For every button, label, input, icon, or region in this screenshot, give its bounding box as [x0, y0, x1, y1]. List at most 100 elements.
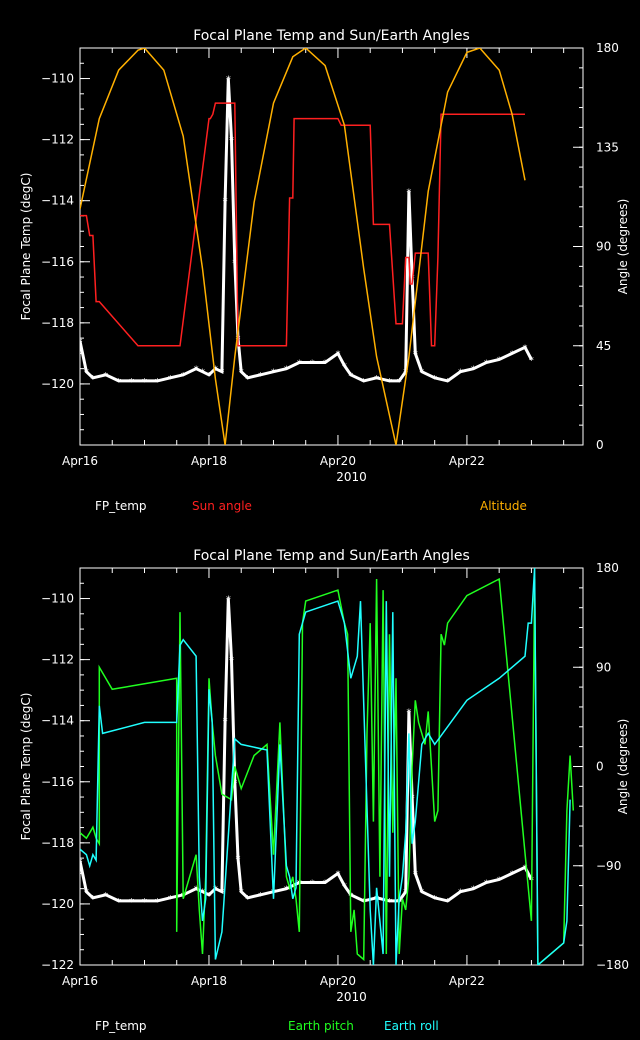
chart-panel-top: Focal Plane Temp and Sun/Earth Angles Apr… — [19, 28, 630, 513]
fp-temp-point: * — [458, 368, 463, 379]
fp-temp-point: * — [232, 258, 237, 269]
fp-temp-point: * — [245, 374, 250, 385]
fp-temp-point: * — [90, 374, 95, 385]
fp-temp-point: * — [84, 368, 89, 379]
y2-tick-label: 45 — [596, 339, 611, 353]
y-tick-label: −112 — [41, 653, 74, 667]
x-axis-title: 2010 — [336, 990, 367, 1004]
fp-temp-point: * — [397, 377, 402, 388]
fp-temp-point: * — [142, 377, 147, 388]
x-tick-label: Apr22 — [449, 974, 485, 988]
fp-temp-point: * — [239, 368, 244, 379]
fp-temp-point: * — [387, 377, 392, 388]
fp-temp-point: * — [497, 355, 502, 366]
legend-item-fp-temp: FP_temp — [95, 499, 147, 513]
fp-temp-point: * — [258, 371, 263, 382]
chart-title: Focal Plane Temp and Sun/Earth Angles — [193, 548, 470, 564]
fp-temp-point: * — [116, 897, 121, 908]
fp-temp-point: * — [239, 888, 244, 899]
fp-temp-point: * — [403, 888, 408, 899]
fp-temp-point: * — [229, 656, 234, 667]
fp-temp-point: * — [310, 879, 315, 890]
x-tick-label: Apr18 — [191, 454, 227, 468]
y-tick-label: −114 — [41, 714, 74, 728]
fp-temp-point: * — [129, 897, 134, 908]
y2-tick-label: 90 — [596, 660, 611, 674]
series-earth-pitch — [80, 577, 575, 965]
fp-temp-point: * — [284, 885, 289, 896]
series-altitude — [80, 48, 526, 445]
x-tick-label: Apr16 — [62, 454, 98, 468]
fp-temp-point: * — [445, 897, 450, 908]
fp-temp-point: * — [432, 374, 437, 385]
fp-temp-point: * — [335, 349, 340, 360]
fp-temp-point: * — [271, 368, 276, 379]
fp-temp-point: * — [206, 371, 211, 382]
fp-temp-point: * — [342, 882, 347, 893]
fp-temp-point: * — [374, 374, 379, 385]
fp-temp-point: * — [310, 359, 315, 370]
fp-temp-point: * — [213, 365, 218, 376]
y2-tick-label: −90 — [596, 859, 621, 873]
fp-temp-point: * — [323, 359, 328, 370]
fp-temp-point: * — [410, 793, 415, 804]
y-tick-label: −110 — [41, 72, 74, 86]
x-tick-label: Apr20 — [320, 974, 356, 988]
fp-temp-point: * — [419, 888, 424, 899]
fp-temp-point: * — [297, 359, 302, 370]
y-tick-label: −116 — [41, 775, 74, 789]
fp-temp-point: * — [84, 888, 89, 899]
fp-temp-point: * — [522, 343, 527, 354]
fp-temp-point: * — [432, 894, 437, 905]
fp-temp-point: * — [342, 362, 347, 373]
fp-temp-point: * — [116, 377, 121, 388]
fp-temp-point: * — [445, 377, 450, 388]
x-tick-label: Apr18 — [191, 974, 227, 988]
y2-tick-label: 0 — [596, 438, 604, 452]
fp-temp-point: * — [406, 188, 411, 199]
fp-temp-point: * — [223, 717, 228, 728]
y-tick-label: −116 — [41, 255, 74, 269]
fp-temp-point: * — [348, 371, 353, 382]
fp-temp-point: * — [142, 897, 147, 908]
series-line — [80, 577, 575, 965]
y-tick-label: −122 — [41, 958, 74, 972]
fp-temp-point: * — [78, 337, 83, 348]
series-line — [80, 48, 526, 445]
fp-temp-point: * — [232, 778, 237, 789]
fp-temp-point: * — [484, 879, 489, 890]
y2-tick-label: 180 — [596, 41, 619, 55]
fp-temp-point: * — [129, 377, 134, 388]
fp-temp-point: * — [245, 894, 250, 905]
fp-temp-point: * — [194, 885, 199, 896]
fp-temp-point: * — [484, 359, 489, 370]
fp-temp-point: * — [226, 75, 231, 86]
fp-temp-point: * — [213, 885, 218, 896]
x-axis-title: 2010 — [336, 470, 367, 484]
y2-tick-label: 0 — [596, 760, 604, 774]
y2-tick-label: 90 — [596, 240, 611, 254]
y-axis-title: Focal Plane Temp (degC) — [19, 693, 33, 841]
series-fp-temp: *** ** * * * * ** * ** ******** * * ** * ***** * * ******… — [78, 75, 534, 388]
fp-temp-point: * — [406, 708, 411, 719]
y-tick-label: −112 — [41, 133, 74, 147]
fp-temp-trace — [80, 598, 533, 903]
fp-temp-point: * — [529, 355, 534, 366]
y2-tick-label: 180 — [596, 561, 619, 575]
y-tick-label: −120 — [41, 377, 74, 391]
fp-temp-point: * — [413, 349, 418, 360]
series-sun-angle — [80, 102, 525, 347]
series-line — [80, 568, 571, 965]
fp-temp-point: * — [403, 368, 408, 379]
y-tick-label: −118 — [41, 316, 74, 330]
fp-temp-point: * — [194, 365, 199, 376]
fp-temp-point: * — [361, 377, 366, 388]
legend-item-earth-roll: Earth roll — [384, 1019, 439, 1033]
fp-temp-point: * — [206, 891, 211, 902]
fp-temp-point: * — [510, 349, 515, 360]
legend-item-altitude: Altitude — [480, 499, 527, 513]
x-tick-label: Apr20 — [320, 454, 356, 468]
fp-temp-point: * — [168, 894, 173, 905]
fp-temp-point: * — [219, 888, 224, 899]
